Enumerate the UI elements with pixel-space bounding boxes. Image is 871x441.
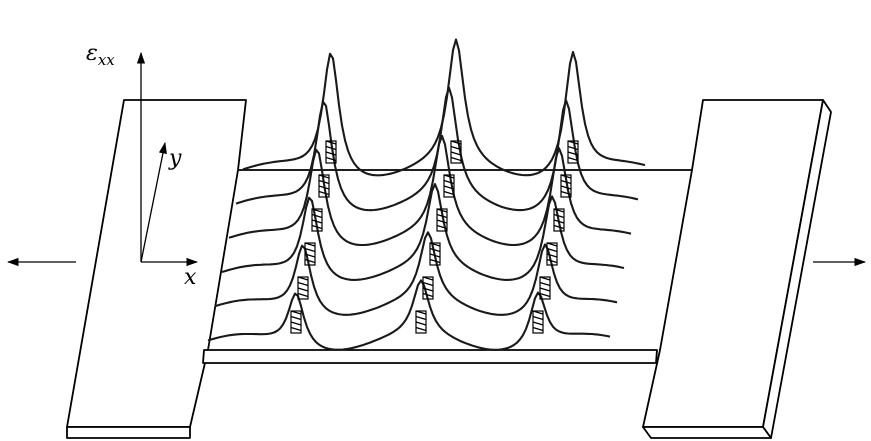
hatch-line <box>429 247 441 253</box>
hatch-line <box>539 292 551 298</box>
hatch-line <box>560 190 572 196</box>
hatch-line <box>429 258 441 264</box>
gauge-front-edge <box>202 349 658 364</box>
hatch-line <box>297 292 309 298</box>
hatch-line <box>429 253 441 258</box>
hatch-line <box>325 140 337 145</box>
hatch-line <box>567 145 579 151</box>
hatch-line <box>290 321 302 326</box>
hatch-line <box>560 174 572 179</box>
hatch-line <box>304 258 316 264</box>
hatch-line <box>318 179 330 185</box>
hatch-line <box>560 179 572 185</box>
hatch-line <box>567 156 579 162</box>
hatch-line <box>443 185 455 190</box>
strain-profile-curve <box>228 134 632 247</box>
hatch-line <box>567 151 579 156</box>
hatch-line <box>297 276 309 281</box>
hatch-line <box>325 151 337 156</box>
hatch-line <box>290 326 302 332</box>
hatch-line <box>415 321 427 326</box>
strain-profile-curve <box>235 86 639 212</box>
right-grip <box>642 99 832 439</box>
strain-profile-curve <box>207 279 611 351</box>
hatch-line <box>553 213 565 219</box>
hatch-line <box>450 145 462 151</box>
hatch-line <box>553 208 565 213</box>
y-axis-arrow <box>140 141 167 263</box>
strain-profile-curve <box>221 183 625 281</box>
hatch-line <box>450 151 462 156</box>
hatch-line <box>443 174 455 179</box>
hatch-line <box>443 179 455 185</box>
hatch-line <box>429 242 441 247</box>
hatch-line <box>546 253 558 258</box>
hatch-line <box>422 276 434 281</box>
hatch-line <box>532 321 544 326</box>
x-label: x <box>184 265 197 290</box>
hatch-line <box>532 326 544 332</box>
strain-profiles <box>207 38 646 351</box>
hatch-line <box>546 247 558 253</box>
strain-profile-curve <box>214 231 618 316</box>
hatch-line <box>297 281 309 287</box>
hatch-line <box>318 185 330 190</box>
hatch-line <box>304 247 316 253</box>
hatch-line <box>532 315 544 321</box>
hatch-line <box>325 145 337 151</box>
strain-profile-curve <box>242 38 646 177</box>
hatch-line <box>422 287 434 292</box>
hatch-line <box>436 224 448 230</box>
hatch-line <box>567 140 579 145</box>
strain-label: εxx <box>86 41 115 69</box>
hatch-line <box>436 213 448 219</box>
hatch-line <box>532 310 544 315</box>
axes <box>136 51 199 267</box>
hatch-line <box>436 208 448 213</box>
hatch-line <box>318 174 330 179</box>
hatch-line <box>415 326 427 332</box>
hatch-line <box>546 258 558 264</box>
hatch-line <box>318 190 330 196</box>
hatch-line <box>415 315 427 321</box>
hatch-line <box>415 310 427 315</box>
hatch-line <box>422 292 434 298</box>
left-grip <box>66 99 247 439</box>
hatch-line <box>539 287 551 292</box>
hatch-line <box>422 281 434 287</box>
hatch-line <box>450 156 462 162</box>
hatch-line <box>290 315 302 321</box>
hatch-line <box>450 140 462 145</box>
hatched-bands <box>290 140 579 334</box>
hatch-line <box>311 219 323 224</box>
hatch-line <box>311 213 323 219</box>
hatch-line <box>297 287 309 292</box>
hatch-line <box>560 185 572 190</box>
hatch-line <box>290 310 302 315</box>
y-label: y <box>168 146 182 171</box>
hatch-line <box>546 242 558 247</box>
hatch-line <box>553 219 565 224</box>
hatch-line <box>325 156 337 162</box>
hatch-line <box>553 224 565 230</box>
hatch-line <box>304 242 316 247</box>
hatch-line <box>304 253 316 258</box>
hatch-line <box>539 276 551 281</box>
hatch-line <box>311 224 323 230</box>
hatch-line <box>311 208 323 213</box>
hatch-line <box>539 281 551 287</box>
hatch-line <box>436 219 448 224</box>
hatch-line <box>443 190 455 196</box>
